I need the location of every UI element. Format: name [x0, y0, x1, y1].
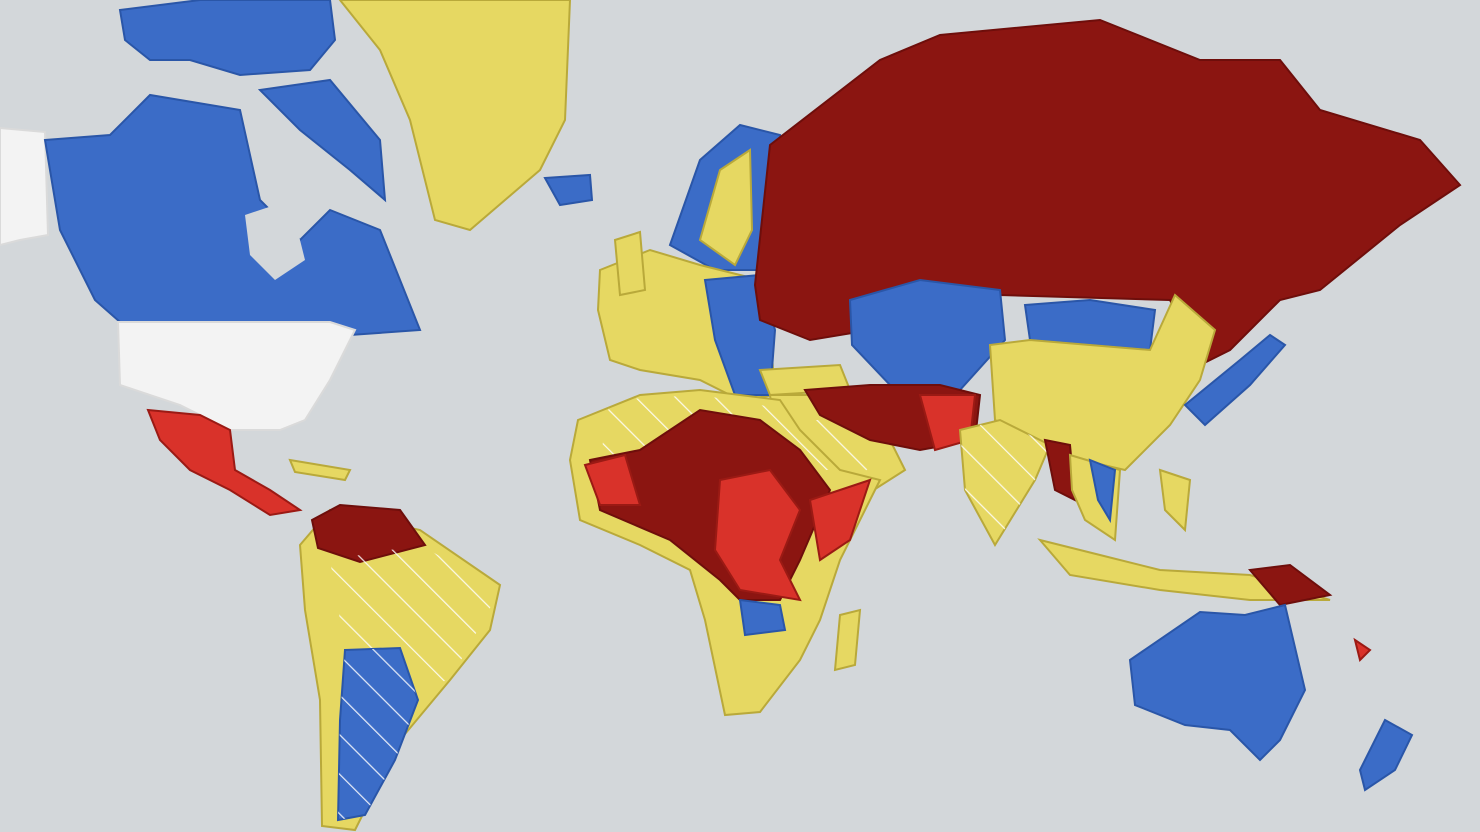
canada [43, 93, 422, 337]
usa [116, 321, 357, 431]
arctic-islands [118, 0, 337, 77]
sweden [698, 148, 754, 267]
russia [753, 18, 1462, 367]
kazakhstan [848, 278, 1007, 392]
caribbean [288, 458, 352, 482]
philippines [1158, 468, 1192, 533]
madagascar [833, 608, 862, 672]
iceland [543, 173, 594, 207]
australia [1128, 603, 1307, 762]
greenland [338, 0, 572, 232]
sahel-red [713, 468, 802, 602]
angola-zambia [738, 598, 787, 637]
new-caledonia [1353, 637, 1372, 662]
papua-new-guinea [1248, 563, 1333, 607]
indonesia [1037, 538, 1331, 601]
mexico-central-america [146, 408, 303, 517]
japan [1183, 333, 1287, 427]
vietnam [1088, 458, 1117, 524]
arctic-islands-east [257, 78, 387, 203]
venezuela-colombia [310, 503, 427, 564]
india-hatch [960, 420, 1050, 545]
mali-red [583, 453, 642, 506]
argentina-hatch [338, 648, 418, 820]
hudson-bay [245, 200, 305, 280]
new-zealand [1358, 718, 1414, 792]
alaska [0, 126, 50, 247]
somalia [808, 478, 872, 562]
myanmar [1043, 438, 1077, 502]
uk [613, 230, 647, 297]
